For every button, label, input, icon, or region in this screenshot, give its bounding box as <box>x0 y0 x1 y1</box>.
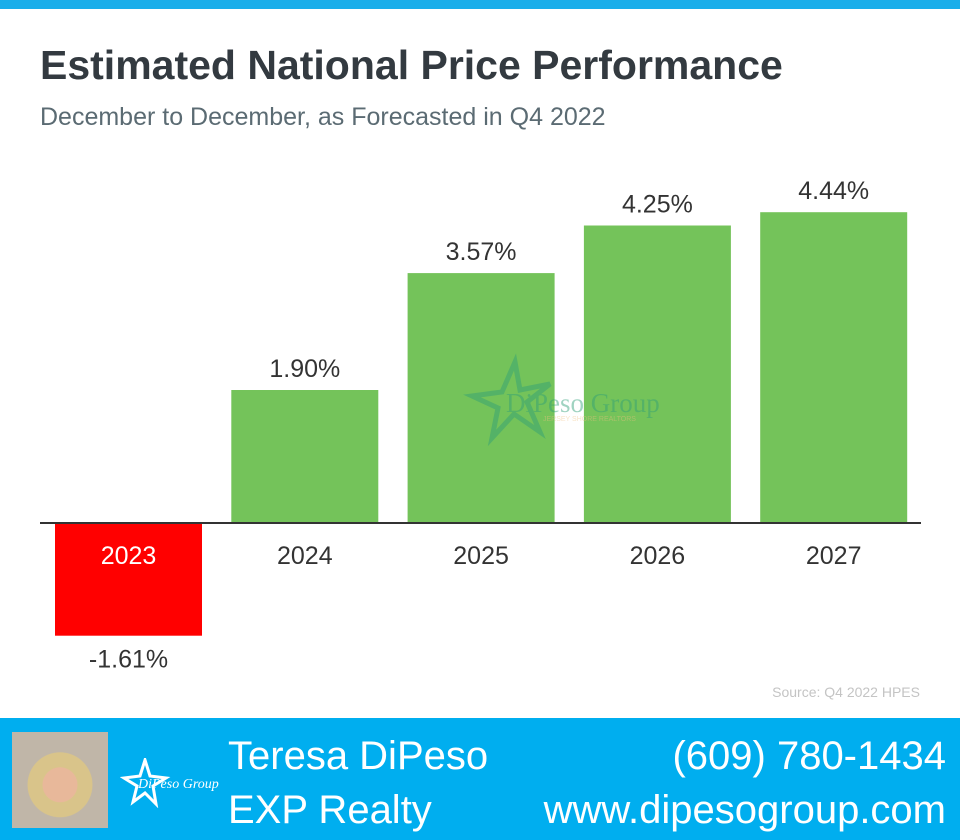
top-accent-bar <box>0 0 960 9</box>
bar-2024 <box>231 390 379 523</box>
bar-2026 <box>583 225 731 523</box>
data-label-2027: 4.44% <box>798 177 869 205</box>
agent-website[interactable]: www.dipesogroup.com <box>543 788 946 832</box>
page-title: Estimated National Price Performance <box>40 42 783 88</box>
tick-label-2027: 2027 <box>806 542 862 570</box>
tick-label-2026: 2026 <box>630 542 686 570</box>
agent-phone[interactable]: (609) 780-1434 <box>672 734 946 778</box>
tick-label-2024: 2024 <box>277 542 333 570</box>
data-label-2024: 1.90% <box>269 355 340 383</box>
agent-name: Teresa DiPeso <box>228 734 489 778</box>
source-note: Source: Q4 2022 HPES <box>772 684 920 700</box>
page-subtitle: December to December, as Forecasted in Q… <box>40 103 606 131</box>
bar-2025 <box>407 273 555 523</box>
starfish-icon <box>463 353 552 447</box>
watermark-text: DiPeso Group <box>506 388 660 418</box>
dipeso-logo: DiPeso Group <box>120 758 219 808</box>
agent-footer: DiPeso Group Teresa DiPeso EXP Realty (6… <box>0 718 960 840</box>
tick-label-2023: 2023 <box>101 542 157 570</box>
agent-company: EXP Realty <box>228 788 432 832</box>
data-label-2025: 3.57% <box>446 238 517 266</box>
tick-label-2025: 2025 <box>453 542 509 570</box>
agent-photo <box>12 732 108 828</box>
watermark-tagline: JERSEY SHORE REALTORS <box>543 416 636 423</box>
bar-2023 <box>55 523 202 636</box>
data-label-2026: 4.25% <box>622 191 693 219</box>
svg-text:DiPeso Group: DiPeso Group <box>137 777 219 792</box>
data-label-2023: -1.61% <box>89 646 168 674</box>
bar-chart: -1.61% 2023 1.90% 2024 3.57% 2025 4.25% 2026 4.4… <box>40 177 921 674</box>
bar-2027 <box>760 212 908 523</box>
